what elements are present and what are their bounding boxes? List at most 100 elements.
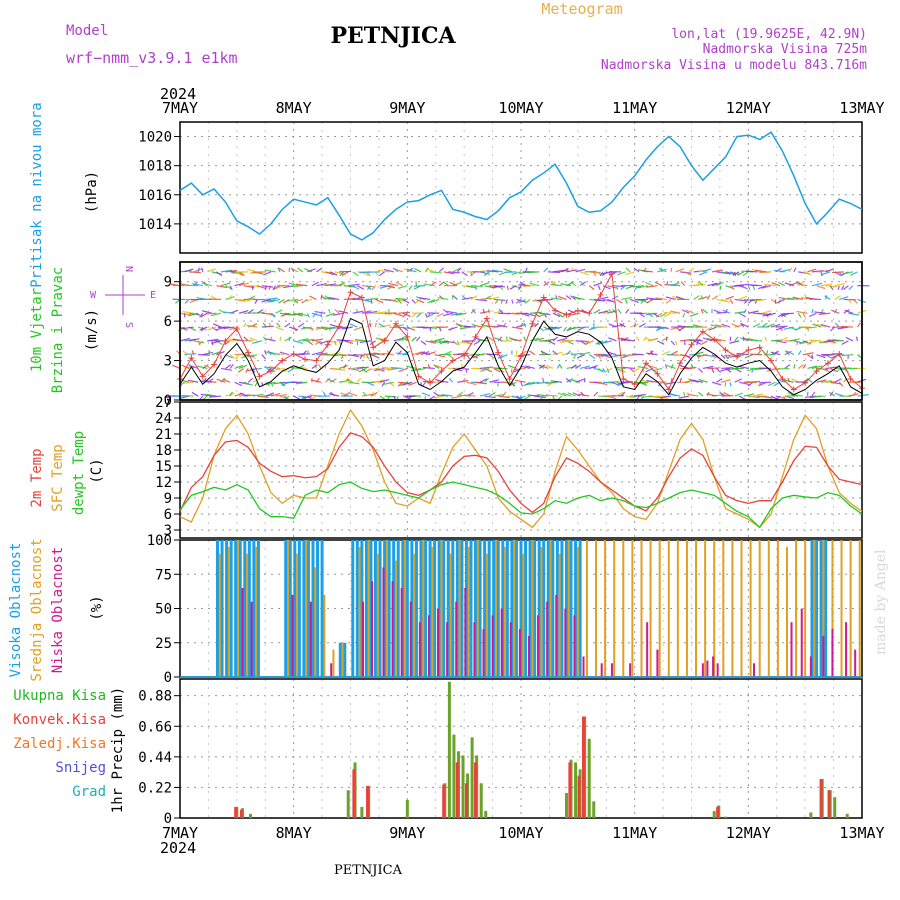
high-cloud-bar: [247, 540, 251, 677]
low-cloud-bar: [473, 622, 476, 677]
wind-arrow: [291, 285, 303, 288]
wind-arrow: [579, 365, 590, 370]
precip-conv-bar: [474, 762, 478, 818]
wind-arrow: [510, 338, 522, 342]
wind-arrow: [693, 283, 706, 287]
low-cloud-bar: [482, 629, 485, 677]
wind-arrow: [290, 267, 299, 273]
wind-arrow: [370, 299, 373, 304]
wind-arrow: [395, 281, 404, 287]
wind-arrow: [378, 322, 385, 328]
wind-arrow: [229, 354, 236, 359]
high-cloud-bar: [293, 540, 297, 677]
wind-arrow: [273, 367, 285, 371]
wind-gust-point: [279, 357, 286, 364]
wind-arrow: [239, 392, 249, 397]
wind-arrow: [748, 310, 759, 314]
wind-arrow: [552, 351, 563, 356]
wind-arrow: [261, 354, 266, 360]
wind-arrow: [585, 340, 594, 345]
ytick-label: 0.44: [138, 750, 172, 766]
mid-cloud-bar: [667, 540, 670, 677]
wind-arrow: [764, 336, 768, 342]
wind-arrow: [529, 350, 535, 356]
wind-arrow: [229, 364, 234, 369]
wind-arrow: [543, 312, 548, 318]
precip-total-bar: [452, 734, 456, 818]
mid-cloud-bar: [305, 540, 308, 677]
wind-arrow: [197, 267, 200, 273]
wind-arrow: [216, 351, 225, 356]
wind-arrow: [397, 381, 404, 387]
wind-arrow: [487, 308, 490, 314]
wind-arrow: [659, 395, 672, 399]
wind-arrow: [821, 271, 831, 276]
ytick-label: 25: [155, 636, 172, 652]
wind-arrow: [457, 352, 469, 356]
wind-arrow: [311, 281, 319, 287]
xtick-label-top: 8MAY: [276, 99, 312, 117]
wind-arrow: [755, 298, 767, 302]
wind-arrow: [781, 312, 794, 315]
wind-arrow: [741, 323, 749, 328]
wind-arrow: [379, 378, 390, 383]
wind-arrow: [670, 267, 673, 272]
wind-arrow: [421, 392, 431, 397]
wind-arrow: [641, 269, 653, 273]
wind-arrow: [349, 392, 358, 397]
wind-gust-point: [506, 375, 513, 382]
wind-arrow: [665, 364, 668, 369]
wind-arrow: [793, 364, 796, 369]
wind-arrow: [536, 381, 549, 384]
low-cloud-bar: [600, 663, 603, 677]
wind-gust-point: [313, 357, 320, 364]
high-cloud-bar: [496, 540, 500, 677]
precip-total-bar: [470, 737, 474, 818]
low-cloud-bar: [400, 587, 403, 677]
wind-arrow: [229, 295, 232, 300]
wind-arrow: [473, 324, 485, 328]
wind-arrow: [402, 381, 413, 386]
wind-arrow: [723, 354, 735, 357]
wind-arrow: [212, 323, 222, 328]
wind-arrow: [220, 282, 231, 287]
wind-arrow: [484, 395, 496, 399]
wind-arrow: [334, 271, 345, 275]
wind-arrow: [451, 395, 463, 399]
wind-arrow: [820, 367, 830, 373]
wind-arrow: [477, 339, 490, 342]
panel-frame: [179, 401, 863, 539]
temp-axis-labels: 2m Temp SFC Temp dewpt Temp (C): [29, 431, 105, 515]
wind-arrow: [400, 381, 408, 387]
wind-gust-point: [438, 368, 445, 375]
wind-arrow: [314, 310, 326, 314]
ytick-label: 1018: [138, 159, 172, 175]
wind-arrow: [334, 308, 340, 314]
wind-arrow: [572, 392, 581, 397]
ytick-label: 18: [155, 443, 172, 459]
mid-cloud-bar: [658, 540, 661, 677]
wind-arrow: [424, 313, 428, 318]
wind-arrow: [520, 365, 531, 370]
wind-arrow: [293, 395, 301, 401]
ytick-label: 3: [164, 354, 172, 370]
wind-arrow: [329, 378, 337, 383]
wind-arrow: [229, 326, 240, 331]
wind-arrow: [356, 308, 358, 314]
wind-arrow: [436, 394, 449, 397]
mid-cloud-bar: [332, 649, 335, 677]
wind-arrow: [534, 312, 541, 318]
wind-arrow: [832, 339, 844, 342]
wind-arrow: [734, 336, 739, 342]
wind-arrow: [261, 298, 272, 303]
wind-arrow: [530, 311, 542, 314]
wind-arrow: [511, 326, 523, 330]
wind-arrow: [776, 298, 785, 304]
wind-arrow: [288, 326, 299, 331]
wind-arrow: [761, 285, 772, 289]
wind-arrow: [369, 340, 376, 346]
wind-arrow: [334, 367, 346, 371]
wind-arrow: [283, 367, 290, 373]
wind-arrow: [261, 285, 274, 288]
wind-arrow: [752, 393, 764, 397]
